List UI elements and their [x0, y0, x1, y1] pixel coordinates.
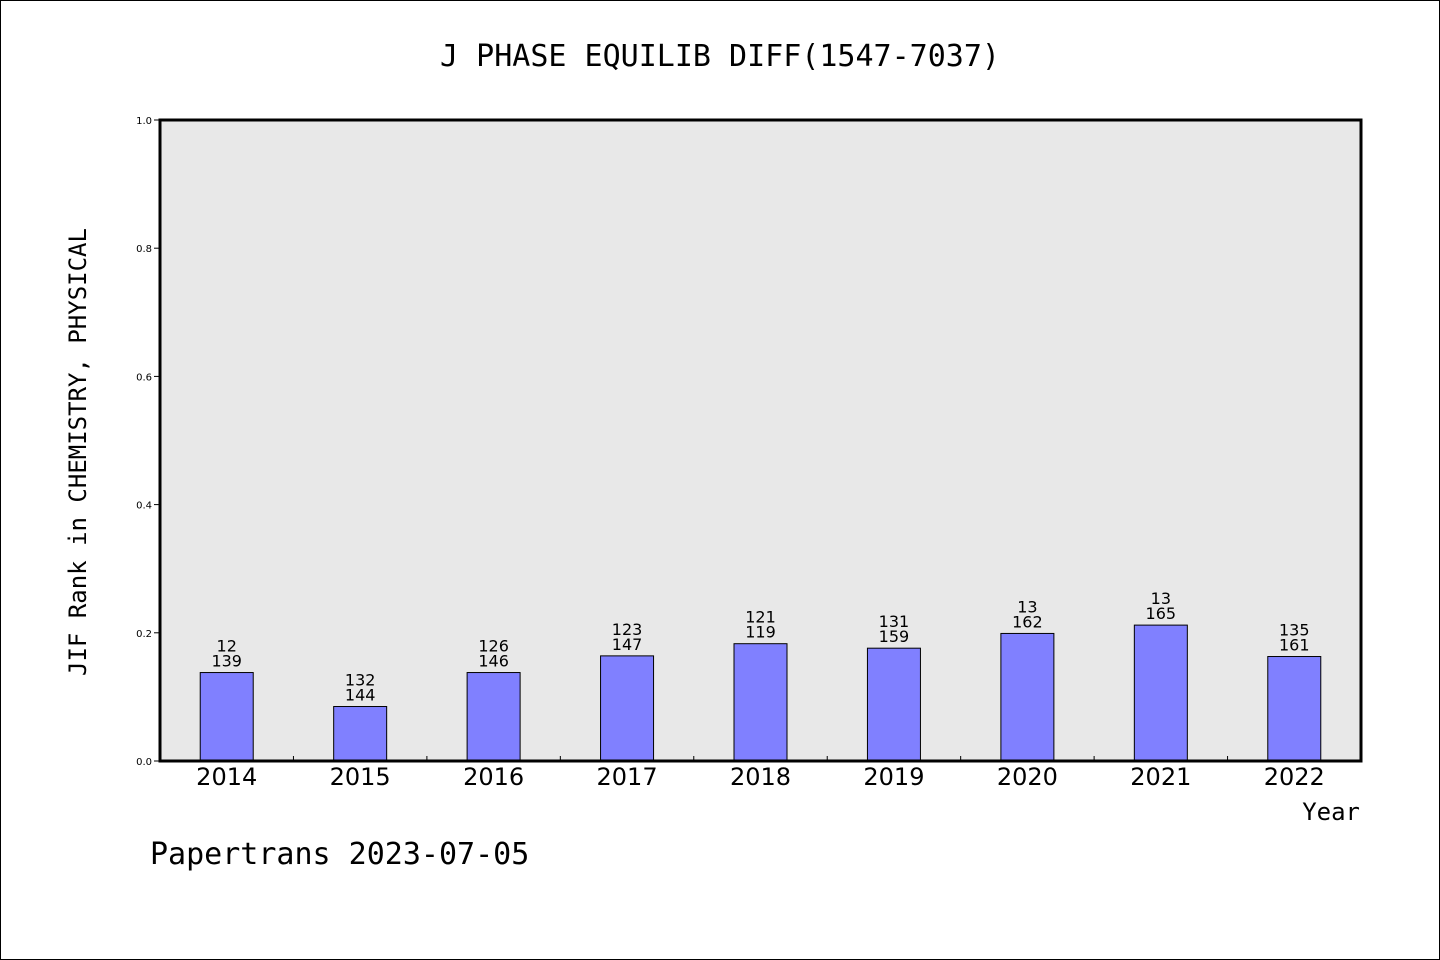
x-tick-label-2018: 2018: [730, 763, 791, 791]
bar-label-top-2018: 121: [745, 608, 776, 627]
x-tick-label-2016: 2016: [463, 763, 524, 791]
bar-label-top-2017: 123: [612, 620, 643, 639]
bar-label-bottom-2014: 139: [211, 652, 242, 671]
y-axis-label: JIF Rank in CHEMISTRY, PHYSICAL: [64, 228, 92, 676]
bar-2015: [333, 706, 388, 762]
bar-label-top-2020: 13: [1017, 597, 1037, 616]
bar-label-top-2016: 126: [478, 637, 509, 656]
y-tick-label: 0.6: [136, 372, 152, 383]
x-tick-label-2019: 2019: [863, 763, 924, 791]
plot-border: [158, 118, 1363, 763]
x-tick-label-2017: 2017: [597, 763, 658, 791]
bar-label-top-2015: 132: [345, 671, 376, 690]
bar-label-top-2014: 12: [217, 637, 237, 656]
bar-2017: [600, 655, 655, 762]
bar-2022: [1267, 656, 1322, 762]
bar-2021: [1133, 624, 1188, 762]
bar-2018: [733, 643, 788, 762]
bars: 1213913214412614612314712111913115913162…: [199, 589, 1322, 762]
bar-2019: [866, 647, 921, 762]
x-tick-label-2015: 2015: [330, 763, 391, 791]
bar-label-bottom-2020: 162: [1012, 612, 1043, 631]
x-axis-label: Year: [1302, 798, 1360, 826]
x-tick-label-2020: 2020: [997, 763, 1058, 791]
bar-label-bottom-2021: 165: [1146, 604, 1177, 623]
bar-label-bottom-2017: 147: [612, 635, 643, 654]
bar-2020: [1000, 632, 1055, 762]
footer-credit: Papertrans 2023-07-05: [150, 837, 529, 872]
chart-title: J PHASE EQUILIB DIFF(1547-7037): [440, 39, 1000, 74]
y-axis: 0.0 0.2 0.4 0.6 0.8 1.0: [136, 116, 160, 768]
y-tick-label: 0.2: [136, 629, 152, 640]
y-tick-label: 0.8: [136, 244, 152, 255]
y-tick-label: 0.4: [136, 501, 152, 512]
x-axis: 2014 2015 2016 2017 2018 2019 2020 2021 2022: [196, 756, 1325, 791]
x-tick-label-2014: 2014: [196, 763, 257, 791]
bar-2016: [466, 672, 521, 762]
x-tick-label-2021: 2021: [1130, 763, 1191, 791]
bar-label-top-2021: 13: [1151, 589, 1171, 608]
bar-label-bottom-2018: 119: [745, 623, 776, 642]
bar-label-top-2019: 131: [879, 612, 910, 631]
y-tick-label: 0.0: [136, 757, 152, 768]
bar-label-bottom-2022: 161: [1279, 636, 1310, 655]
x-tick-label-2022: 2022: [1264, 763, 1325, 791]
bar-label-bottom-2019: 159: [879, 627, 910, 646]
bar-label-top-2022: 135: [1279, 621, 1310, 640]
bar-2014: [199, 672, 254, 762]
bar-label-bottom-2015: 144: [345, 686, 376, 705]
y-tick-label: 1.0: [136, 116, 152, 127]
bar-label-bottom-2016: 146: [478, 652, 509, 671]
